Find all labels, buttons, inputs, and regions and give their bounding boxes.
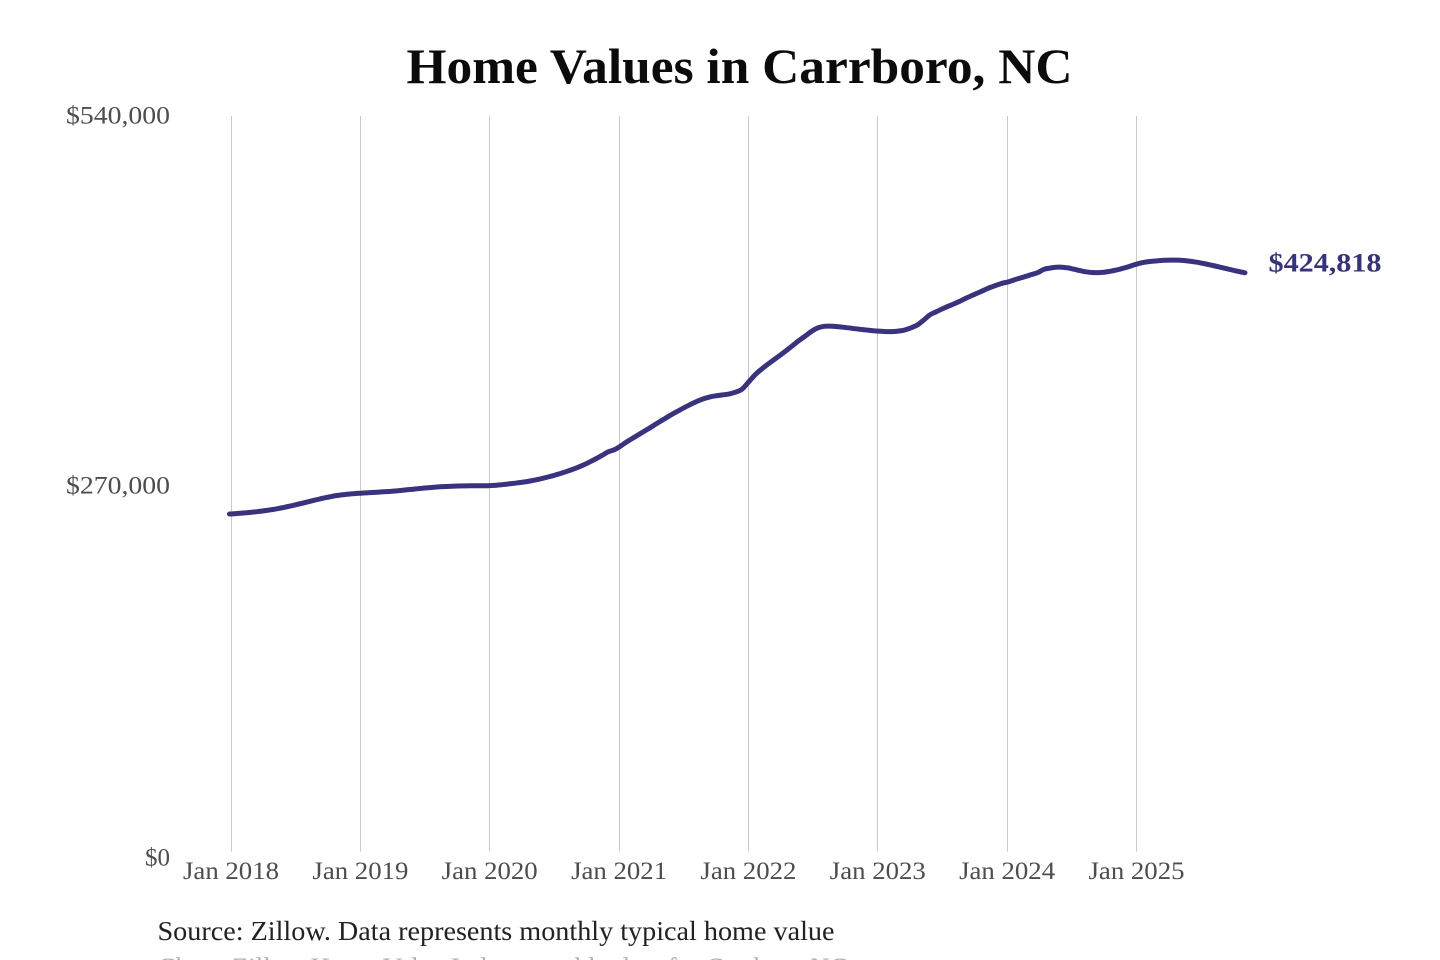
svg-text:Jan 2022: Jan 2022 [700,858,796,885]
svg-text:Jan 2023: Jan 2023 [830,858,926,885]
svg-text:Jan 2019: Jan 2019 [312,858,408,885]
svg-text:$540,000: $540,000 [66,103,170,130]
svg-text:Jan 2021: Jan 2021 [571,858,667,885]
svg-text:Jan 2025: Jan 2025 [1089,858,1185,885]
svg-text:Source: Zillow. Data represent: Source: Zillow. Data represents monthly … [158,916,835,946]
svg-text:Jan 2020: Jan 2020 [442,858,538,885]
svg-text:$0: $0 [145,845,170,872]
svg-text:Jan 2018: Jan 2018 [183,858,279,885]
svg-text:$424,818: $424,818 [1269,249,1382,278]
svg-text:Chart: Zillow Home Value Index: Chart: Zillow Home Value Index monthly d… [158,953,848,960]
svg-text:Home Values in Carrboro, NC: Home Values in Carrboro, NC [407,38,1073,94]
svg-text:Jan 2024: Jan 2024 [959,858,1056,885]
svg-text:$270,000: $270,000 [66,473,170,500]
